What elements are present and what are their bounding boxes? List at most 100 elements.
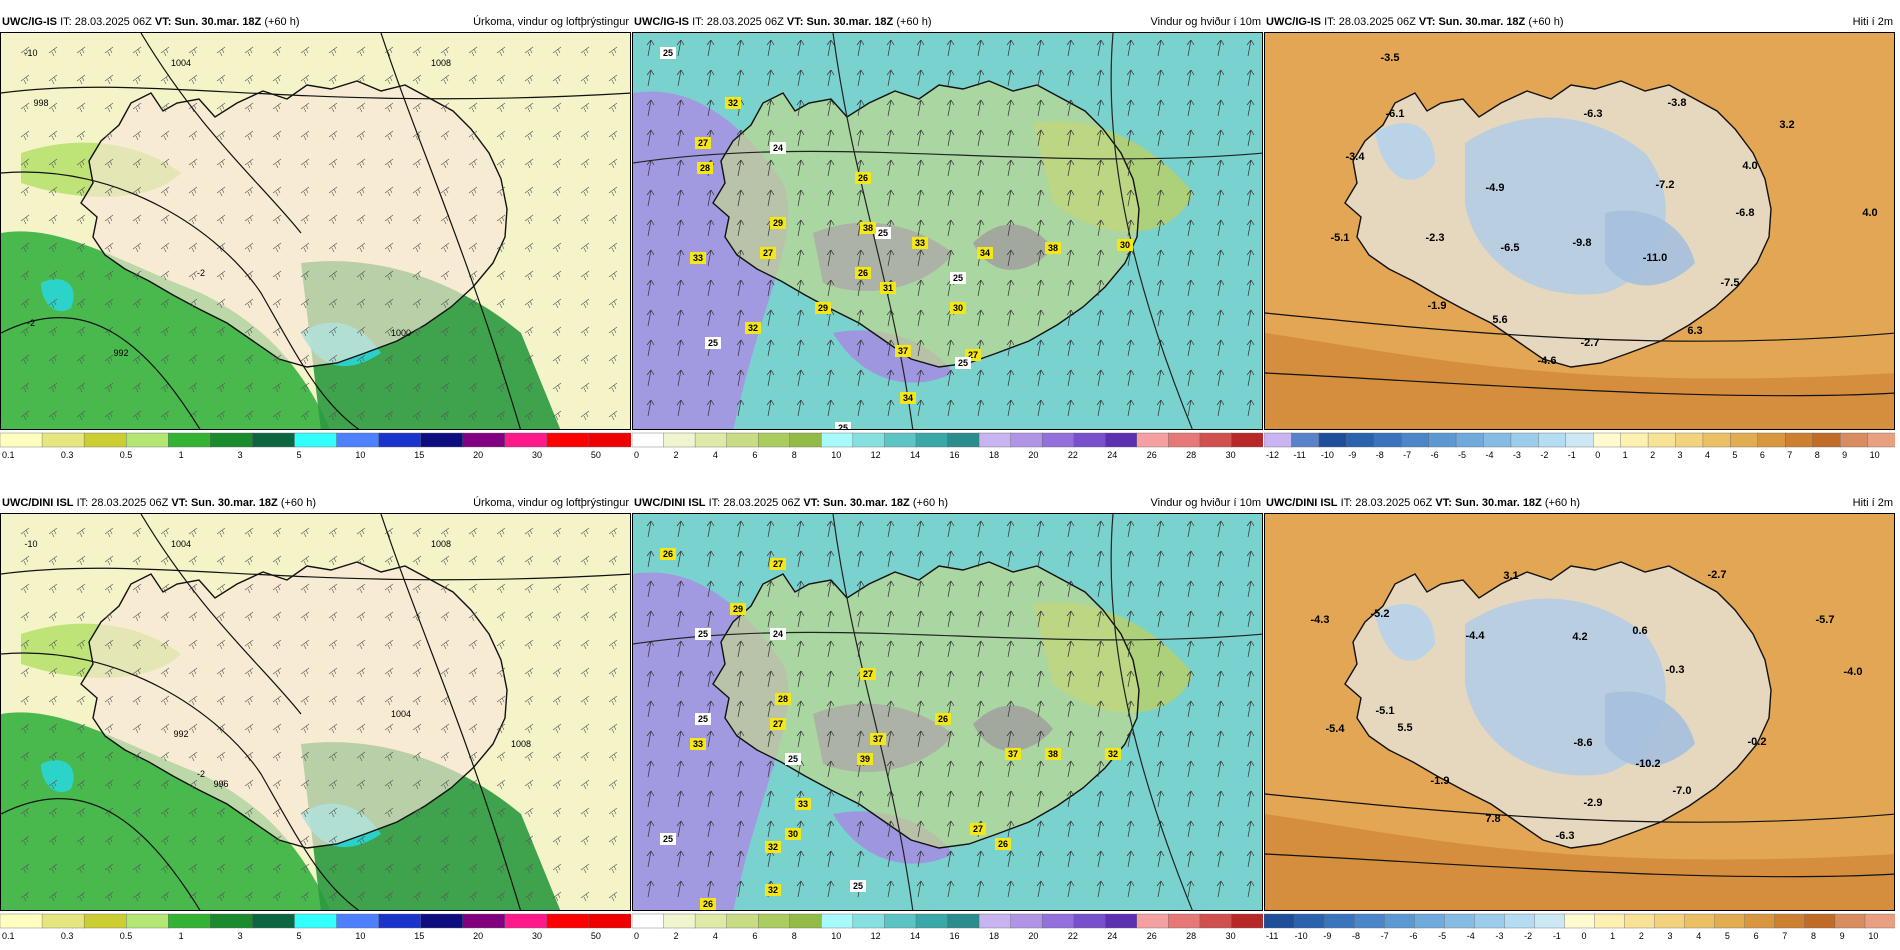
wind-barb <box>20 723 30 734</box>
wind-barb <box>132 46 142 57</box>
wind-barb <box>524 354 534 365</box>
wind-arrow <box>1006 69 1015 87</box>
wind-speed-label: 27 <box>973 824 983 834</box>
wind-arrow <box>676 610 685 628</box>
wind-barb <box>412 354 422 365</box>
wind-arrow <box>1246 249 1255 267</box>
wind-arrow <box>736 550 745 568</box>
wind-arrow <box>1066 640 1075 658</box>
temperature-label: -1.9 <box>1428 300 1447 312</box>
wind-arrow <box>1066 309 1075 327</box>
colorbar-tick-label: -10 <box>1321 450 1334 460</box>
wind-barb <box>552 555 562 566</box>
colorbar-tick-label: -5 <box>1438 931 1446 941</box>
wind-barb <box>328 611 338 622</box>
map-panel-ig-precip: UWC/IG-IS IT: 28.03.2025 06Z VT: Sun. 30… <box>0 12 631 469</box>
wind-barb <box>356 863 366 874</box>
wind-arrow <box>796 339 805 357</box>
wind-barb <box>496 695 506 706</box>
wind-arrow <box>1066 369 1075 387</box>
wind-barb <box>300 611 310 622</box>
wind-barb <box>524 555 534 566</box>
wind-arrow <box>916 820 925 838</box>
wind-barb <box>48 354 58 365</box>
wind-speed-label: 27 <box>863 669 873 679</box>
wind-arrow <box>1006 550 1015 568</box>
wind-label-box <box>855 267 871 279</box>
wind-barb <box>524 242 534 253</box>
wind-arrow <box>1216 249 1225 267</box>
wind-arrow <box>736 640 745 658</box>
wind-label-box <box>857 753 873 765</box>
wind-arrow <box>1216 279 1225 297</box>
wind-barb <box>272 102 282 113</box>
colorbar-tick-label: 6 <box>752 450 757 460</box>
colorbar-swatch <box>83 432 127 448</box>
wind-barb <box>384 863 394 874</box>
wind-barb <box>216 382 226 393</box>
wind-barb <box>328 74 338 85</box>
wind-barb <box>272 214 282 225</box>
temperature-label: -2.7 <box>1581 337 1600 349</box>
wind-arrow <box>856 730 865 748</box>
wind-arrow <box>826 99 835 117</box>
wind-barb <box>440 130 450 141</box>
wind-barb <box>440 779 450 790</box>
wind-barb <box>468 186 478 197</box>
wind-arrow <box>1126 309 1135 327</box>
temperature-label: -11.0 <box>1643 252 1667 264</box>
wind-barb <box>356 186 366 197</box>
wind-arrow <box>676 790 685 808</box>
wind-barb <box>524 298 534 309</box>
colorbar-swatch <box>546 432 590 448</box>
wind-arrow <box>1186 369 1195 387</box>
wind-arrow <box>886 550 895 568</box>
wind-barb <box>300 46 310 57</box>
map-svg: -3.5-6.1-3.4-6.3-3.83.24.0-4.9 -7.2-6.8 4.… <box>1265 33 1894 429</box>
contour-label: -2 <box>27 318 35 328</box>
wind-speed-label: 38 <box>1048 749 1058 759</box>
wind-barb <box>76 751 86 762</box>
wind-barb <box>216 214 226 225</box>
wind-barb <box>160 527 170 538</box>
colorbar-swatch <box>336 432 380 448</box>
wind-barb <box>384 667 394 678</box>
wind-arrow <box>1006 820 1015 838</box>
wind-arrow <box>1126 820 1135 838</box>
wind-arrow <box>976 219 985 237</box>
contour-line <box>140 514 302 715</box>
wind-arrow <box>856 279 865 297</box>
wind-barb <box>580 382 590 393</box>
wind-barb <box>440 611 450 622</box>
wind-barb <box>76 382 86 393</box>
wind-barb <box>216 695 226 706</box>
wind-arrow <box>976 309 985 327</box>
wind-arrow <box>1186 520 1195 538</box>
wind-arrow <box>1066 99 1075 117</box>
iceland-coastline <box>1344 80 1772 368</box>
wind-arrow <box>796 610 805 628</box>
wind-barb <box>356 326 366 337</box>
colorbar-tick-label: -2 <box>1540 450 1548 460</box>
wind-barb <box>300 695 310 706</box>
wind-arrow <box>1096 610 1105 628</box>
wind-arrow <box>856 610 865 628</box>
wind-barb <box>496 863 506 874</box>
wind-barb <box>160 382 170 393</box>
colorbar-swatch <box>1383 913 1415 929</box>
colorbar-tick-label: -10 <box>1295 931 1308 941</box>
wind-barb <box>412 723 422 734</box>
colorbar-tick-label: 10 <box>831 931 841 941</box>
wind-arrow <box>766 760 775 778</box>
wind-arrow <box>946 670 955 688</box>
panel-header: UWC/DINI ISL IT: 28.03.2025 06Z VT: Sun.… <box>1264 493 1895 513</box>
colorbar-tick-label: -3 <box>1495 931 1503 941</box>
wind-barb <box>76 807 86 818</box>
wind-arrow <box>946 369 955 387</box>
wind-barb <box>272 723 282 734</box>
wind-barb <box>132 891 142 902</box>
wind-barb <box>132 639 142 650</box>
colorbar-swatch <box>663 432 696 448</box>
colorbar-swatch <box>420 913 464 929</box>
wind-arrow <box>1126 159 1135 177</box>
